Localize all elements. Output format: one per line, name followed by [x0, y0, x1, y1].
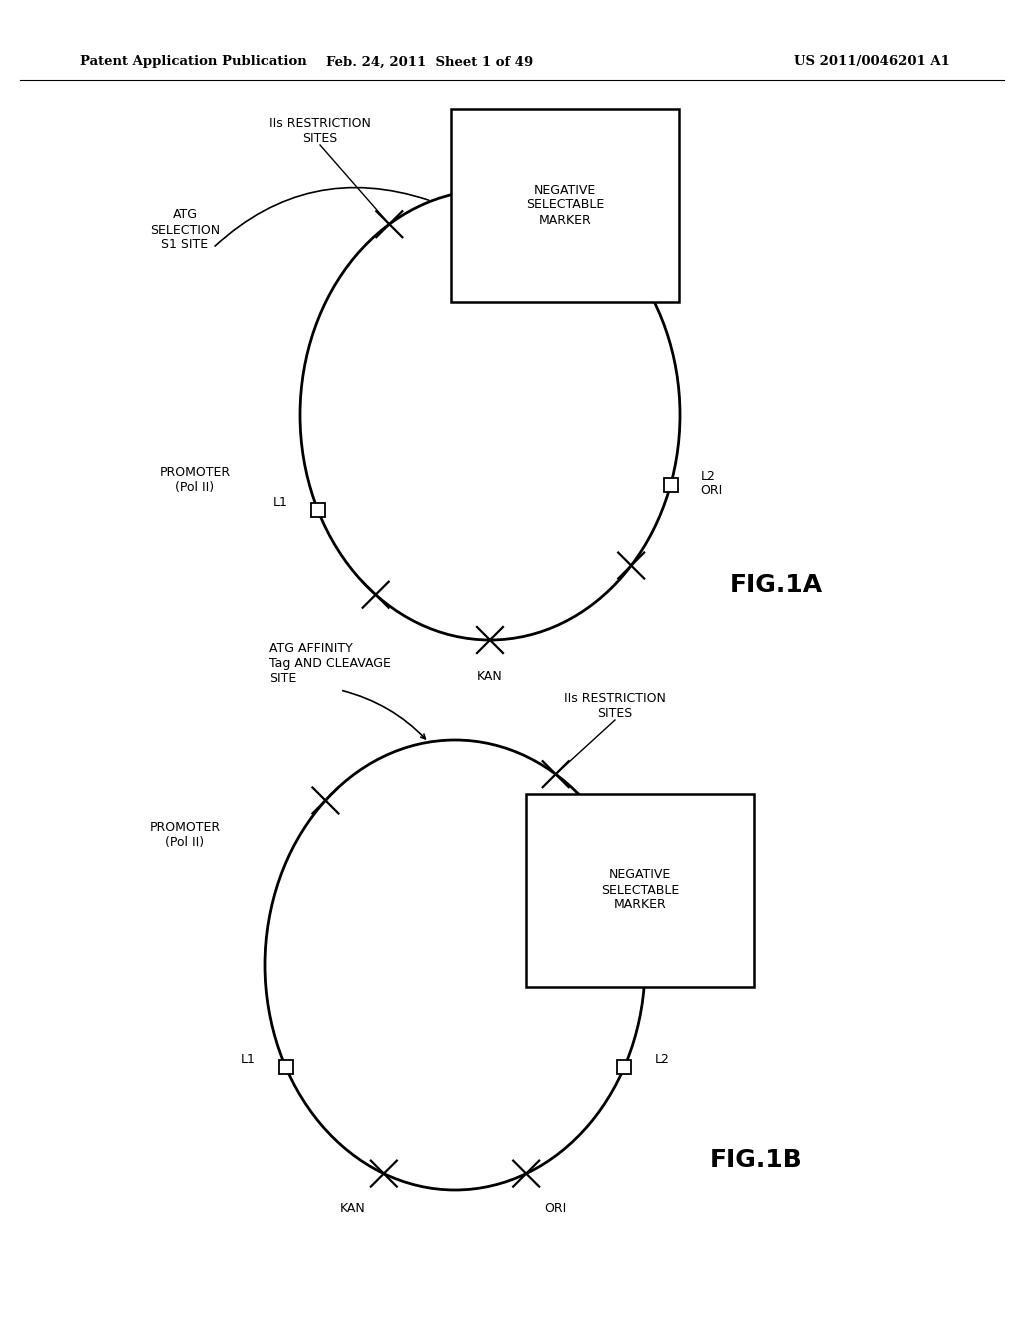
Text: L1: L1	[241, 1052, 256, 1065]
Text: FIG.1A: FIG.1A	[730, 573, 823, 597]
Text: L2: L2	[700, 470, 716, 483]
Text: NEGATIVE
SELECTABLE
MARKER: NEGATIVE SELECTABLE MARKER	[601, 869, 679, 912]
Text: ATG
SELECTION
S1 SITE: ATG SELECTION S1 SITE	[150, 209, 220, 252]
Bar	[279, 1060, 293, 1074]
FancyArrowPatch shape	[215, 187, 429, 246]
Bar	[617, 1060, 631, 1074]
Text: KAN: KAN	[340, 1201, 366, 1214]
Bar	[664, 478, 678, 491]
Bar	[311, 503, 325, 517]
Text: L1: L1	[273, 495, 288, 508]
Text: IIs RESTRICTION
SITES: IIs RESTRICTION SITES	[569, 117, 671, 145]
Text: US 2011/0046201 A1: US 2011/0046201 A1	[795, 55, 950, 69]
Text: IIs RESTRICTION
SITES: IIs RESTRICTION SITES	[269, 117, 371, 145]
Text: ORI: ORI	[700, 483, 722, 496]
Text: ATG AFFINITY
Tag AND CLEAVAGE
SITE: ATG AFFINITY Tag AND CLEAVAGE SITE	[269, 642, 391, 685]
Text: FIG.1B: FIG.1B	[710, 1148, 803, 1172]
Text: IIs RESTRICTION
SITES: IIs RESTRICTION SITES	[564, 692, 666, 719]
Text: Patent Application Publication: Patent Application Publication	[80, 55, 307, 69]
Text: PROMOTER
(Pol II): PROMOTER (Pol II)	[160, 466, 230, 494]
Text: L2: L2	[654, 1052, 669, 1065]
Text: Feb. 24, 2011  Sheet 1 of 49: Feb. 24, 2011 Sheet 1 of 49	[327, 55, 534, 69]
Text: PROMOTER
(Pol II): PROMOTER (Pol II)	[150, 821, 220, 849]
Text: NEGATIVE
SELECTABLE
MARKER: NEGATIVE SELECTABLE MARKER	[526, 183, 604, 227]
Text: ORI: ORI	[544, 1201, 566, 1214]
Text: KAN: KAN	[477, 671, 503, 682]
